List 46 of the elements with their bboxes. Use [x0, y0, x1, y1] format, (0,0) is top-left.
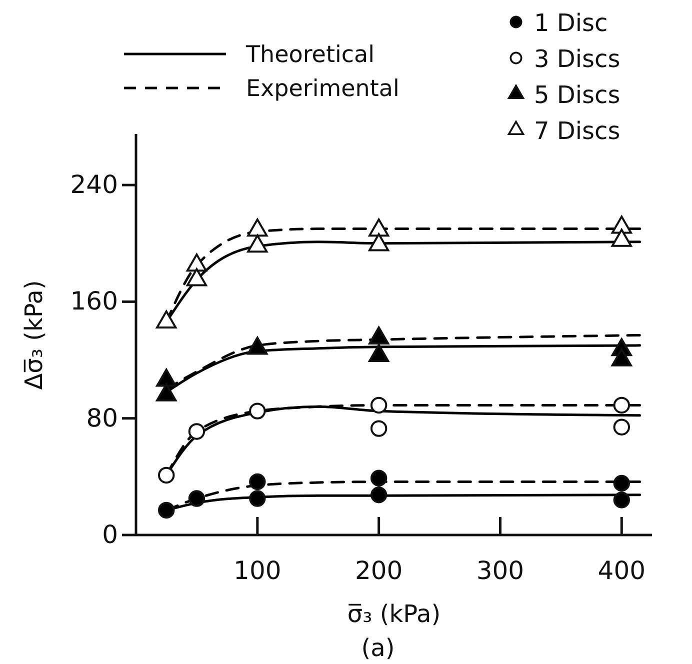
point — [370, 396, 388, 414]
point — [186, 268, 208, 286]
point — [186, 253, 208, 272]
point — [613, 418, 630, 436]
point — [611, 228, 632, 247]
point — [370, 486, 388, 504]
point — [156, 368, 177, 387]
point — [613, 474, 630, 492]
x-tick-label: 400 — [598, 556, 646, 585]
point — [370, 470, 388, 486]
legend-label: Experimental — [246, 76, 400, 102]
point — [613, 396, 630, 414]
point — [611, 348, 632, 366]
point — [368, 344, 390, 362]
y-axis-title: Δσ̅₃ (kPa) — [20, 280, 48, 390]
point — [188, 490, 206, 507]
y-tick-label: 240 — [70, 170, 118, 200]
x-tick-label: 100 — [234, 556, 282, 585]
legend-label: 5 Discs — [534, 81, 620, 109]
legend-label: 1 Disc — [534, 9, 608, 37]
point — [247, 218, 268, 237]
text: (a) — [361, 634, 395, 662]
point — [156, 310, 177, 328]
x-tick-label: 300 — [476, 556, 524, 585]
y-tick-label: 0 — [102, 520, 118, 549]
point — [368, 218, 390, 237]
point — [249, 473, 266, 490]
y-tick-label: 160 — [70, 286, 118, 316]
point — [247, 336, 268, 355]
point — [158, 466, 175, 484]
point — [158, 502, 175, 519]
point — [368, 233, 390, 252]
legend-label: 7 Discs — [534, 117, 620, 145]
point — [188, 423, 206, 440]
point — [247, 234, 268, 253]
legend-label: Theoretical — [245, 42, 374, 68]
point — [613, 492, 630, 508]
point — [370, 420, 388, 437]
legend-label: 3 Discs — [534, 45, 620, 73]
point — [368, 326, 390, 345]
y-tick-label: 80 — [86, 403, 118, 432]
x-tick-label: 200 — [354, 556, 403, 585]
point — [249, 402, 266, 420]
x-axis-title: σ̅₃ (kPa) — [347, 600, 441, 628]
point — [611, 216, 632, 234]
point — [249, 490, 266, 507]
